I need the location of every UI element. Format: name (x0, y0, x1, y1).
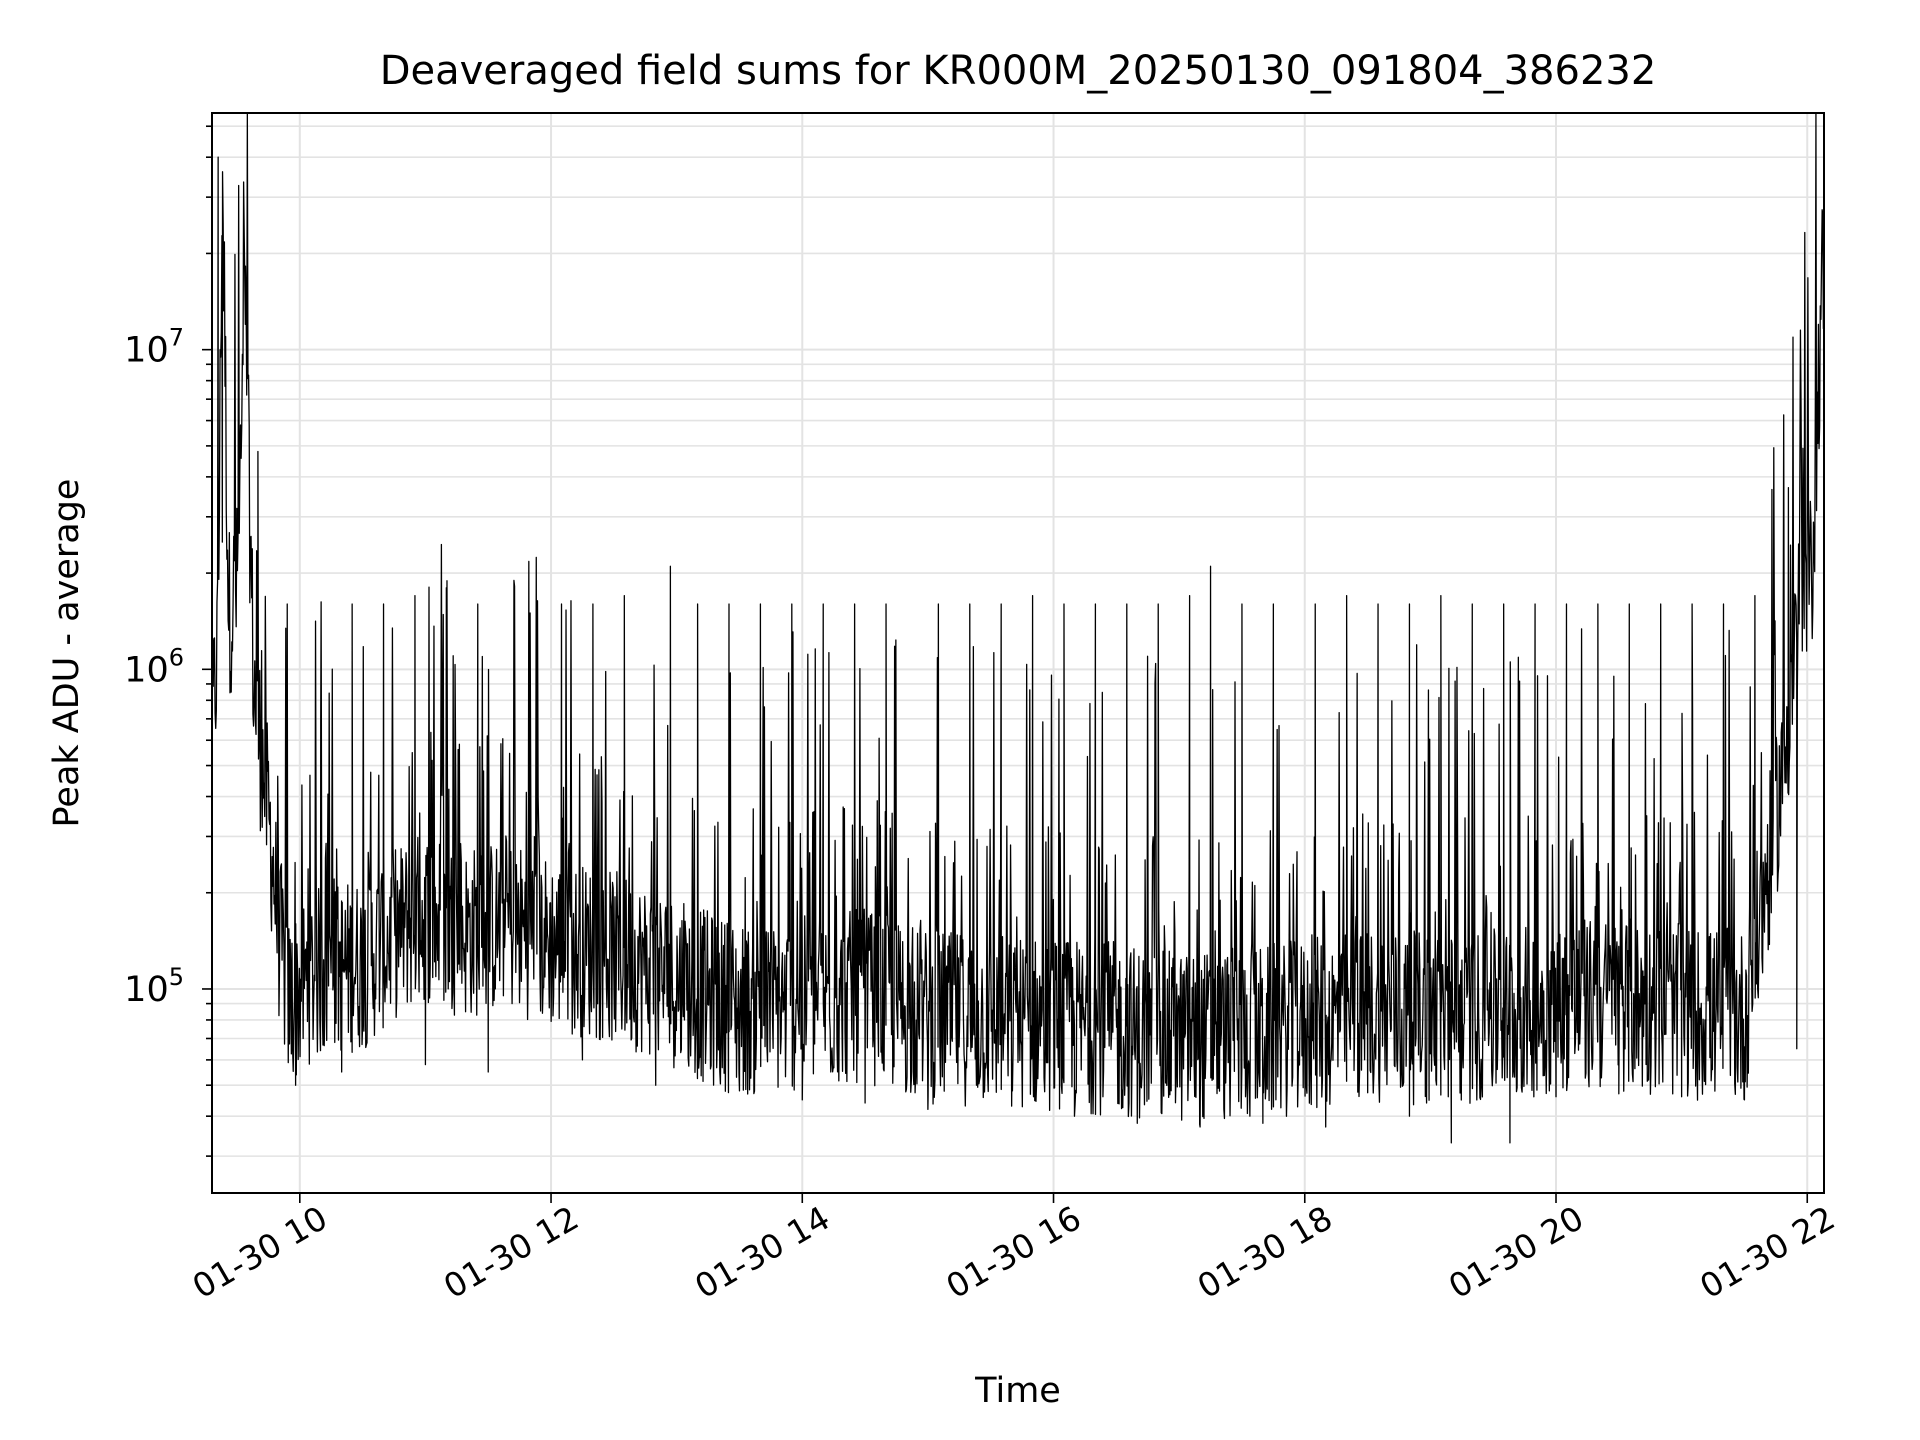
x-axis-label: Time (974, 1371, 1061, 1411)
y-axis-label: Peak ADU - average (47, 479, 87, 828)
plot-area (211, 112, 1825, 1144)
plot-frame (211, 112, 1825, 1194)
y-tick-label: 106 (124, 643, 184, 690)
chart-title: Deaveraged field sums for KR000M_2025013… (380, 48, 1657, 94)
series-line (211, 112, 1825, 1144)
